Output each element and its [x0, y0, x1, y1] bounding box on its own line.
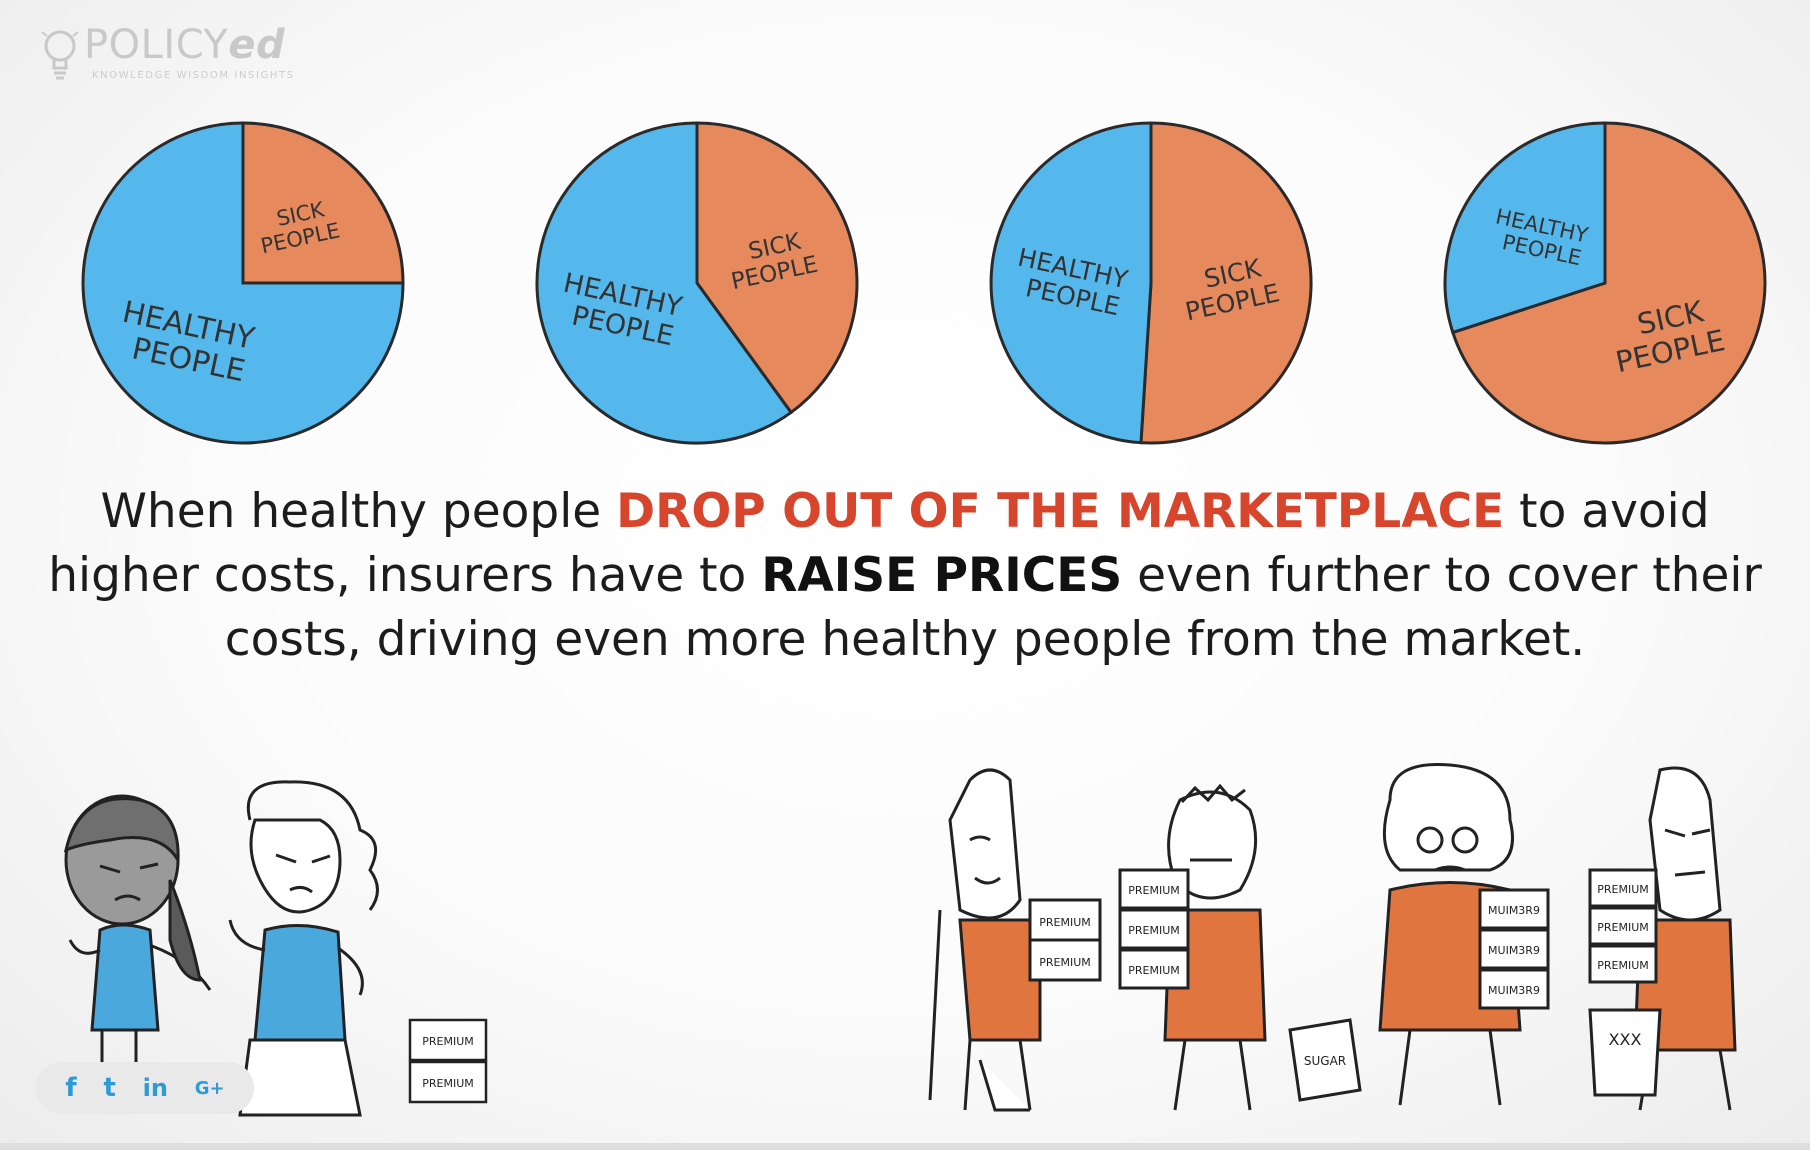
box-label: MUIM3R9 [1488, 904, 1540, 917]
pie-slice-healthy-people [1443, 121, 1607, 335]
facebook-icon[interactable]: f [65, 1073, 77, 1103]
google-plus-icon[interactable]: G+ [194, 1077, 225, 1099]
pie-slice-healthy-people [989, 121, 1153, 445]
logo-name-accent: ed [228, 22, 286, 68]
sick-people-illustration: PREMIUM PREMIUM PREMIUM PREMIUM PREMIUM … [928, 762, 1737, 1112]
pie-slice-sick-people [241, 121, 405, 285]
linkedin-icon[interactable]: in [142, 1074, 168, 1102]
box-label: PREMIUM [1039, 916, 1091, 929]
caption-text: When healthy people DROP OUT OF THE MARK… [20, 480, 1790, 672]
box-label: PREMIUM [1597, 959, 1649, 972]
caption-part-2: to avoid higher costs, insurers have to [48, 484, 1710, 603]
pie-slice-healthy-people [535, 121, 794, 445]
box-label: PREMIUM [1128, 964, 1180, 977]
policyed-logo[interactable]: POLICYed KNOWLEDGE WISDOM INSIGHTS [40, 18, 340, 88]
man-with-sugar: PREMIUM PREMIUM PREMIUM SUGAR [1118, 783, 1362, 1111]
jug-label: XXX [1609, 1030, 1642, 1049]
box-label: PREMIUM [1128, 924, 1180, 937]
child-figure [63, 794, 212, 1110]
box-label: PREMIUM [1039, 956, 1091, 969]
pie-slice-healthy-people [81, 121, 405, 445]
logo-wordmark: POLICYed [84, 22, 285, 68]
woman-figure [228, 780, 379, 1117]
box-label: PREMIUM [1597, 921, 1649, 934]
man-with-crutch: PREMIUM PREMIUM [928, 768, 1102, 1112]
social-share-bar: f t in G+ [36, 1062, 254, 1114]
logo-tagline: KNOWLEDGE WISDOM INSIGHTS [92, 70, 295, 81]
pie-slice-sick-people [1450, 121, 1767, 445]
caption-highlight-raise-prices: RAISE PRICES [761, 548, 1123, 603]
lightbulb-icon [41, 30, 79, 80]
young-man-figure: PREMIUM PREMIUM PREMIUM XXX [1588, 766, 1737, 1111]
pie-slice-sick-people [1139, 121, 1313, 445]
dropout-people-illustration: PREMIUM PREMIUM [63, 780, 488, 1117]
box-label: PREMIUM [422, 1035, 474, 1048]
logo-name-main: POLICY [84, 22, 229, 68]
bottom-divider [0, 1143, 1810, 1150]
box-label: PREMIUM [422, 1077, 474, 1090]
sugar-bag-label: SUGAR [1304, 1054, 1346, 1068]
pie-slice-sick-people [695, 121, 859, 415]
box-label: PREMIUM [1597, 883, 1649, 896]
box-label: PREMIUM [1128, 884, 1180, 897]
twitter-icon[interactable]: t [103, 1073, 116, 1103]
box-label: MUIM3R9 [1488, 944, 1540, 957]
caption-part-1: When healthy people [100, 484, 617, 539]
box-label: MUIM3R9 [1488, 984, 1540, 997]
caption-part-3: even further to cover their costs, drivi… [224, 548, 1762, 667]
grandmother-figure: MUIM3R9 MUIM3R9 MUIM3R9 [1378, 762, 1550, 1106]
dropped-premium-boxes: PREMIUM PREMIUM [408, 1018, 488, 1104]
caption-highlight-drop-out: DROP OUT OF THE MARKETPLACE [616, 484, 1505, 539]
